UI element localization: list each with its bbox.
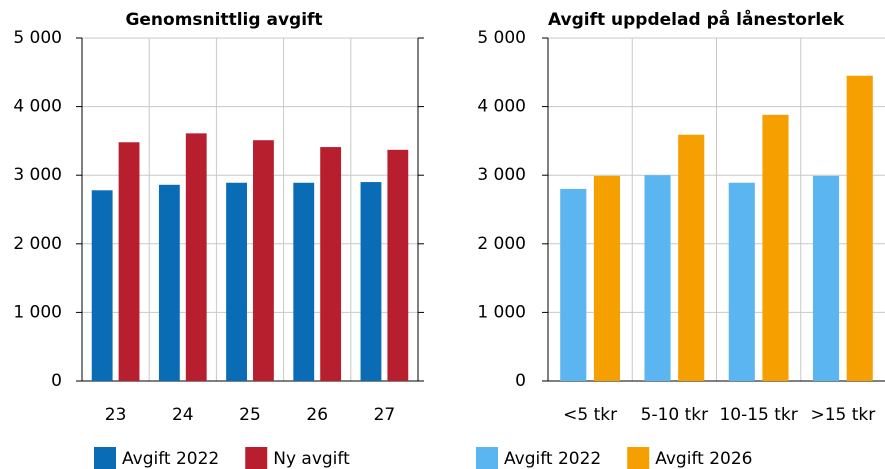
chart-title: Genomsnittlig avgift — [125, 10, 322, 30]
x-tick-label: <5 tkr — [563, 405, 617, 425]
bar — [762, 114, 789, 381]
x-tick-label: 27 — [374, 405, 396, 425]
x-tick-label: 25 — [239, 405, 261, 425]
bar — [253, 140, 274, 381]
bar — [158, 184, 180, 381]
legend-label: Ny avgift — [273, 449, 350, 469]
x-tick-label: 23 — [105, 405, 127, 425]
bar — [846, 75, 873, 381]
y-tick-label: 2 000 — [13, 234, 62, 254]
legend-label: Avgift 2022 — [504, 449, 601, 469]
bar — [185, 133, 207, 381]
legend-swatch — [627, 447, 650, 469]
y-tick-label: 5 000 — [13, 28, 62, 48]
y-tick-label: 1 000 — [477, 302, 526, 322]
x-tick-label: 5-10 tkr — [641, 405, 709, 425]
bar — [91, 190, 113, 381]
x-tick-label: 26 — [306, 405, 328, 425]
y-tick-label: 0 — [51, 371, 62, 391]
y-tick-label: 4 000 — [477, 97, 526, 117]
legend-label: Avgift 2026 — [655, 449, 752, 469]
y-tick-label: 1 000 — [13, 302, 62, 322]
x-tick-label: 24 — [172, 405, 194, 425]
legend-label: Avgift 2022 — [122, 449, 219, 469]
legend-swatch — [94, 447, 116, 469]
bar — [293, 182, 315, 381]
legend-swatch — [476, 447, 498, 469]
bar — [644, 175, 671, 381]
bar — [118, 142, 140, 381]
y-tick-label: 4 000 — [13, 97, 62, 117]
bar — [593, 175, 621, 381]
bar — [560, 188, 587, 381]
bar — [387, 149, 409, 381]
y-tick-label: 5 000 — [477, 28, 526, 48]
chart-title: Avgift uppdelad på lånestorlek — [548, 8, 845, 30]
bar — [320, 147, 342, 381]
bar — [226, 182, 247, 381]
bar — [728, 182, 755, 381]
y-tick-label: 3 000 — [13, 165, 62, 185]
x-tick-label: 10-15 tkr — [719, 405, 797, 425]
bar — [812, 175, 840, 381]
legend-swatch — [245, 447, 268, 469]
y-tick-label: 2 000 — [477, 234, 526, 254]
y-tick-label: 0 — [515, 371, 526, 391]
bar — [360, 182, 382, 381]
bar — [678, 134, 705, 381]
y-tick-label: 3 000 — [477, 165, 526, 185]
x-tick-label: >15 tkr — [810, 405, 875, 425]
